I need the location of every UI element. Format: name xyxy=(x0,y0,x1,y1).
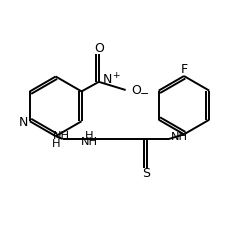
Text: F: F xyxy=(181,63,187,76)
Text: NH: NH xyxy=(53,131,70,141)
Text: O: O xyxy=(131,84,141,97)
Text: S: S xyxy=(142,168,150,181)
Text: N: N xyxy=(19,116,28,129)
Text: NH: NH xyxy=(171,132,188,142)
Text: +: + xyxy=(112,71,120,80)
Text: H: H xyxy=(52,139,61,149)
Text: O: O xyxy=(94,42,104,55)
Text: H: H xyxy=(85,131,94,141)
Text: −: − xyxy=(140,89,149,99)
Text: NH: NH xyxy=(81,137,98,147)
Text: N: N xyxy=(103,73,112,86)
